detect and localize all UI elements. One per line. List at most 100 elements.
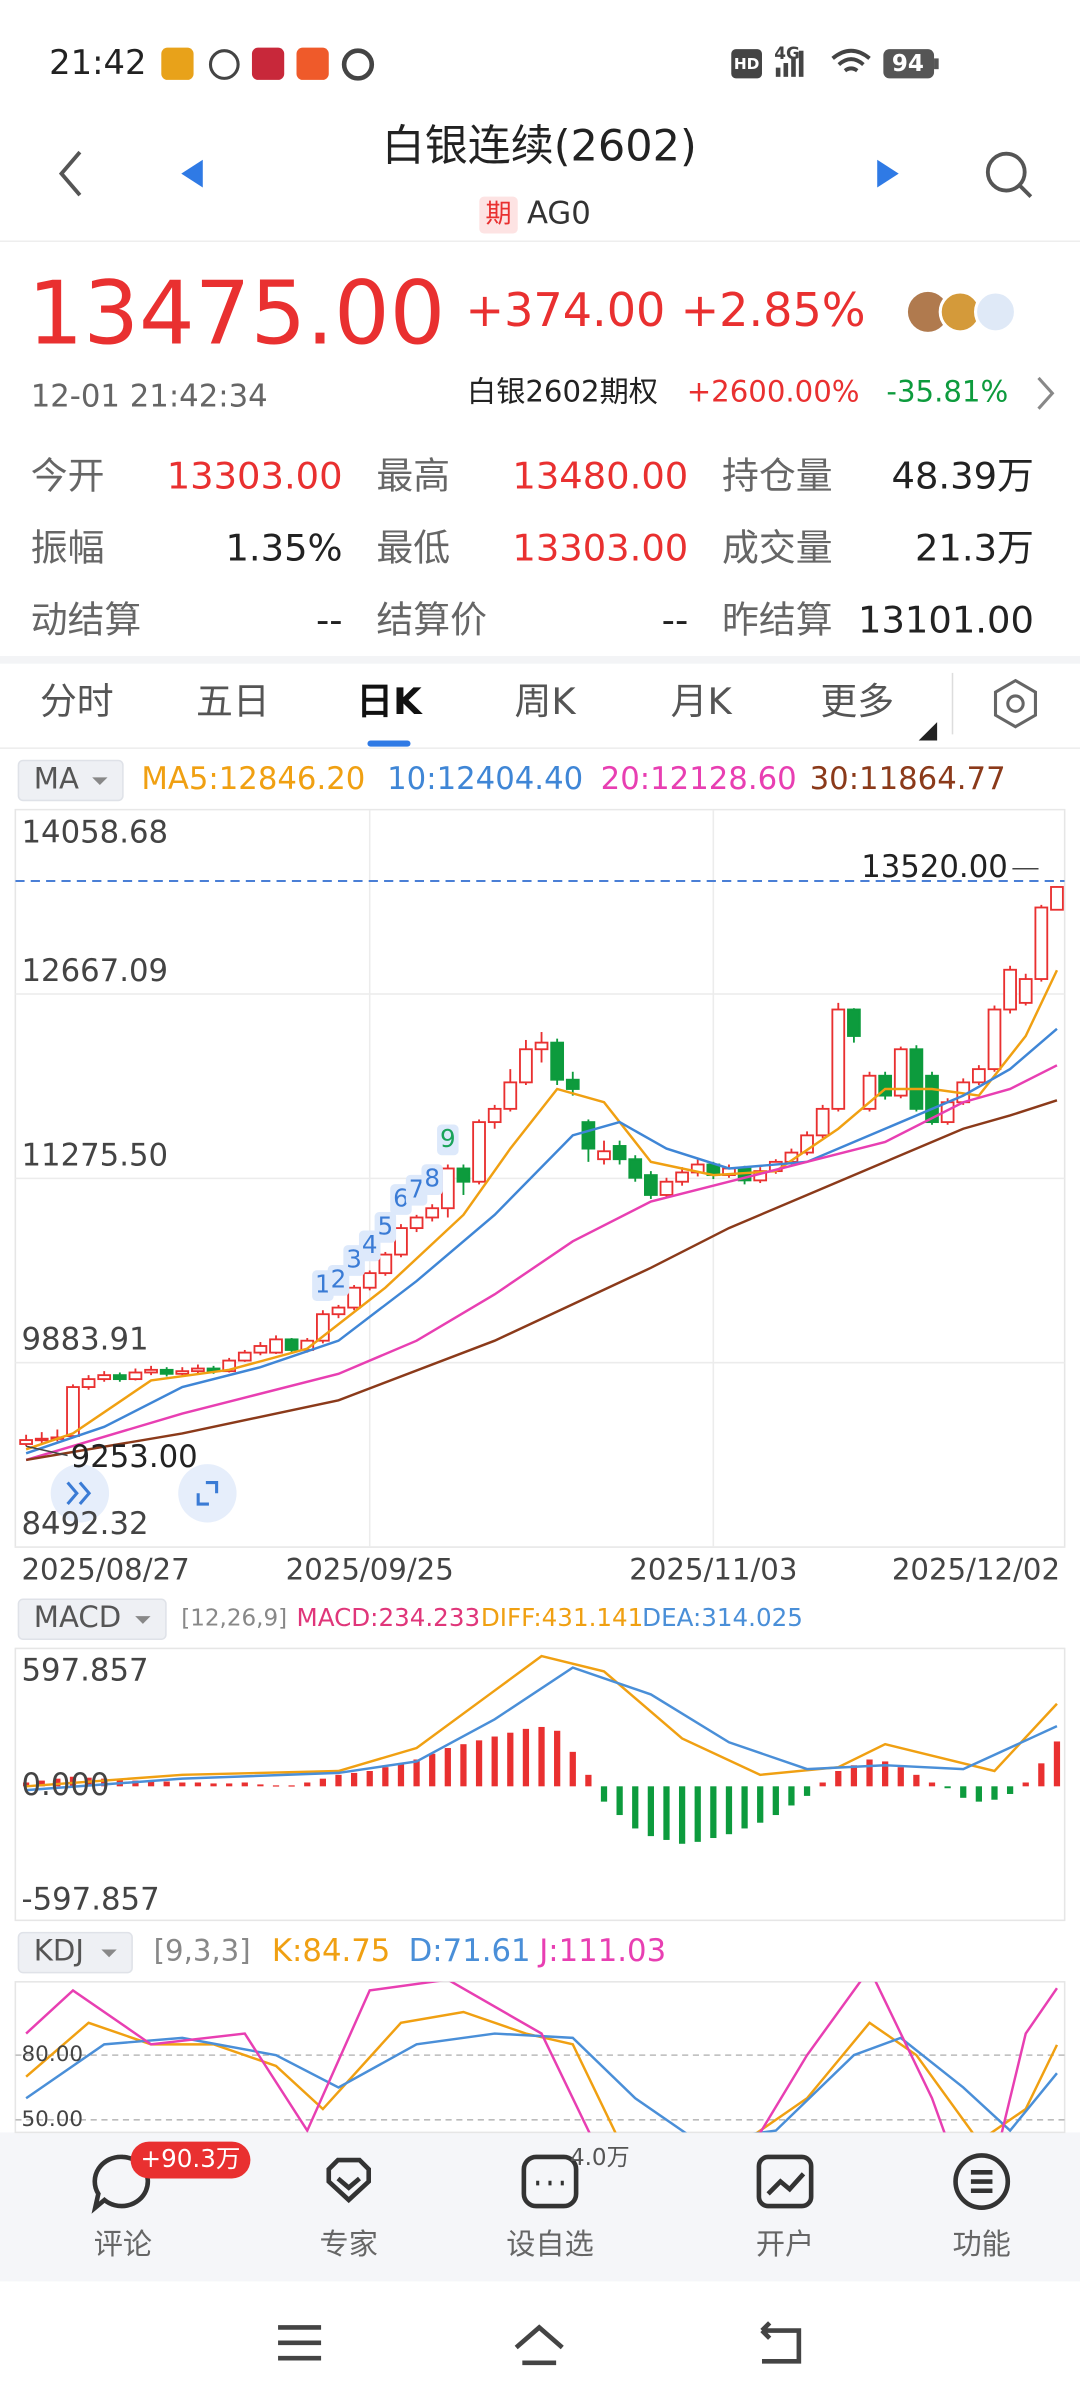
- candle-body: [378, 1253, 393, 1275]
- period-tab[interactable]: 五日: [196, 680, 270, 723]
- histogram-bar: [194, 1782, 202, 1787]
- back-button[interactable]: [58, 150, 82, 197]
- histogram-bar: [569, 1751, 576, 1787]
- option-name[interactable]: 白银2602期权: [467, 374, 658, 408]
- search-handle: [1018, 184, 1033, 199]
- contract-badge: 期: [485, 200, 511, 230]
- candle-body: [862, 1074, 877, 1110]
- low-marker-line: [25, 1445, 68, 1457]
- histogram-bar: [475, 1740, 483, 1787]
- contract-code: AG0: [527, 196, 591, 232]
- histogram-bar: [647, 1786, 654, 1837]
- candle-body: [362, 1272, 377, 1289]
- td-count-bg: [374, 1211, 397, 1243]
- td-count: 4: [362, 1230, 378, 1259]
- candle-body: [503, 1081, 518, 1110]
- indicator-line: [26, 1666, 1058, 1792]
- candle-body: [284, 1338, 299, 1351]
- y-tick-label: 80.00: [22, 2042, 84, 2067]
- candle-body: [253, 1345, 268, 1354]
- fullscreen-button[interactable]: [178, 1464, 237, 1523]
- low-marker-label: 9253.00: [71, 1439, 198, 1475]
- candle-body: [565, 1078, 580, 1090]
- wifi-icon: [831, 48, 871, 73]
- legend-entry: K:84.75: [272, 1933, 390, 1969]
- td-count-bg: [437, 1124, 459, 1156]
- badge-bg: [479, 196, 518, 234]
- indicator-name: MACD: [34, 1600, 121, 1634]
- candle-body: [159, 1368, 174, 1375]
- hd-label: HD: [734, 55, 760, 73]
- option-arrow[interactable]: [1037, 376, 1055, 410]
- candle-body: [1050, 886, 1064, 911]
- histogram-bar: [850, 1765, 858, 1787]
- stat-value: 13480.00: [512, 454, 688, 497]
- search-button[interactable]: [985, 151, 1027, 193]
- period-tab[interactable]: 日K: [356, 680, 423, 723]
- histogram-bar: [444, 1748, 451, 1787]
- indicator-line: [25, 1099, 1058, 1462]
- nav-label[interactable]: 专家: [320, 2227, 378, 2261]
- candle-body: [456, 1167, 471, 1183]
- histogram-bar: [663, 1786, 670, 1840]
- stat-label: 昨结算: [722, 599, 833, 642]
- system-nav[interactable]: [278, 2321, 802, 2366]
- status-time: 21:42: [49, 43, 146, 82]
- nav-label[interactable]: 设自选: [506, 2227, 594, 2261]
- candle-body: [581, 1121, 596, 1150]
- candle-body: [19, 1439, 33, 1445]
- td-count: 5: [378, 1211, 394, 1240]
- y-tick-label: 11275.50: [22, 1137, 169, 1173]
- candle-body: [331, 1306, 346, 1316]
- histogram-bar: [554, 1730, 561, 1787]
- stat-value: 1.35%: [225, 527, 342, 570]
- nav-label[interactable]: 评论: [94, 2227, 152, 2261]
- period-tab[interactable]: 更多: [820, 680, 894, 723]
- candle-body: [269, 1338, 283, 1354]
- td-count: 8: [424, 1164, 440, 1193]
- reference-label: 13520.00: [861, 849, 1008, 885]
- period-tab[interactable]: 月K: [671, 680, 733, 723]
- candle-body: [1003, 968, 1017, 1011]
- candle-body: [425, 1207, 440, 1219]
- histogram-bar: [1022, 1782, 1029, 1787]
- histogram-bar: [1006, 1786, 1014, 1794]
- nav-label[interactable]: 开户: [756, 2227, 814, 2261]
- indicator-selector[interactable]: [17, 1931, 133, 1974]
- candle-body: [1018, 978, 1033, 1004]
- expand-left-button[interactable]: [50, 1464, 110, 1523]
- td-count: 7: [409, 1174, 425, 1203]
- price-change-pct: +2.85%: [681, 283, 866, 337]
- histogram-bar: [382, 1767, 389, 1787]
- histogram-bar: [678, 1786, 686, 1844]
- legend-entry: MA5:12846.20: [141, 761, 365, 797]
- signal-icon: [775, 50, 804, 77]
- candle-body: [440, 1167, 455, 1210]
- histogram-bar: [241, 1782, 248, 1787]
- candle-body: [550, 1041, 565, 1081]
- stat-label: 结算价: [376, 599, 487, 642]
- histogram-bar: [522, 1728, 530, 1787]
- nav-label[interactable]: 功能: [952, 2227, 1010, 2261]
- indicator-selector[interactable]: [17, 1598, 167, 1640]
- avatars[interactable]: [907, 290, 1018, 334]
- candle-body: [675, 1171, 689, 1183]
- y-tick-label: 8492.32: [22, 1506, 149, 1542]
- period-tab[interactable]: 周K: [515, 680, 577, 723]
- stat-label: 持仓量: [722, 454, 833, 497]
- candle-body: [1034, 906, 1049, 980]
- option-change-2: -35.81%: [886, 374, 1008, 408]
- histogram-bar: [585, 1774, 592, 1787]
- section-gap: [0, 656, 1080, 664]
- indicator-selector[interactable]: [17, 759, 124, 802]
- prev-contract[interactable]: [181, 159, 203, 188]
- period-tab[interactable]: 分时: [40, 680, 114, 723]
- histogram-bar: [132, 1780, 139, 1787]
- candle-body: [628, 1158, 643, 1179]
- histogram-bar: [866, 1759, 873, 1787]
- next-contract[interactable]: [877, 159, 899, 188]
- settings-button[interactable]: [993, 678, 1037, 729]
- candle-body: [112, 1374, 127, 1381]
- candle-body: [893, 1048, 908, 1097]
